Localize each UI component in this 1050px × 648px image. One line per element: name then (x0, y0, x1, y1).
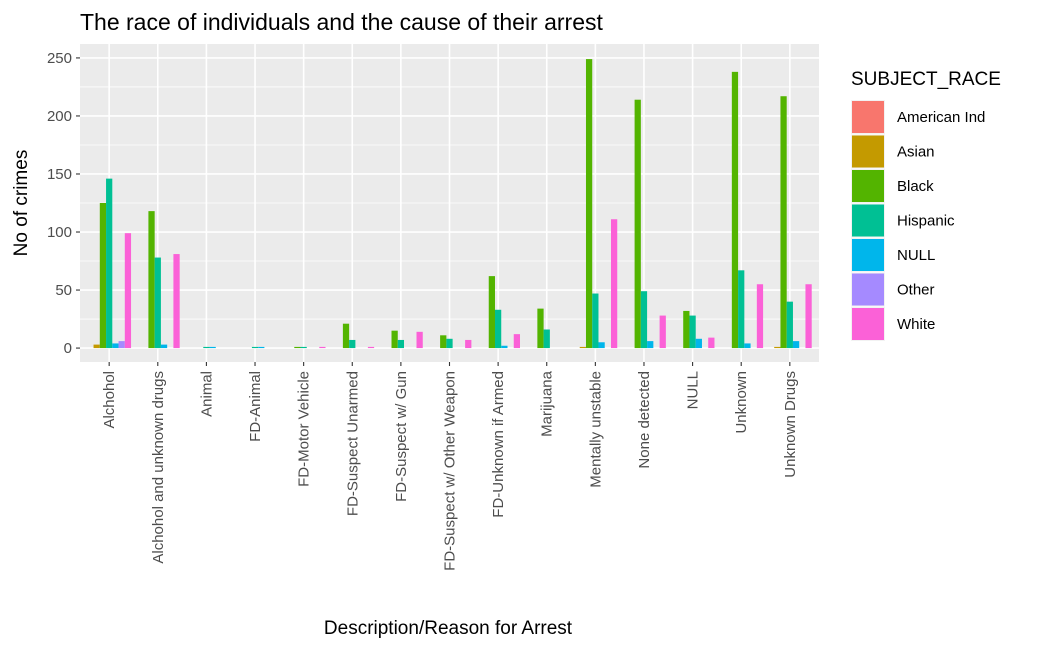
bar (579, 346, 586, 349)
x-tick-label: NULL (685, 371, 702, 409)
bar (416, 331, 423, 349)
bar (592, 293, 599, 349)
x-tick-label: Mentally unstable (587, 371, 604, 488)
bar (209, 346, 216, 349)
x-tick-label: FD-Suspect Unarmed (344, 371, 361, 516)
legend-swatch (852, 308, 884, 340)
bar (397, 339, 405, 349)
bar (160, 344, 168, 349)
bar (683, 310, 690, 349)
y-tick-label: 200 (47, 108, 72, 125)
legend-label: NULL (897, 247, 935, 264)
x-tick-label: Animal (198, 371, 215, 417)
bar (300, 346, 307, 349)
bar (780, 96, 787, 349)
legend-swatch (852, 101, 884, 133)
legend-swatch (852, 273, 884, 306)
bar (488, 276, 495, 349)
bar (585, 59, 593, 349)
bar (367, 346, 375, 349)
bar (99, 203, 107, 349)
legend-label: American Ind (897, 109, 985, 126)
bar (708, 337, 715, 349)
bar (349, 339, 356, 349)
bar (513, 334, 520, 349)
legend-swatch (852, 170, 884, 202)
bar (634, 99, 641, 349)
legend-swatch (852, 204, 884, 237)
bar (647, 341, 654, 349)
x-tick-label: FD-Suspect w/ Gun (393, 371, 410, 502)
bar (465, 339, 472, 349)
legend-label: Hispanic (897, 213, 955, 230)
bar (805, 284, 812, 349)
bar (640, 291, 648, 349)
bar (112, 343, 119, 349)
bars-layer (93, 59, 812, 349)
legend-label: Asian (897, 144, 935, 161)
x-tick-label: Alchohol (101, 371, 118, 429)
legend-label: Black (897, 178, 934, 195)
bar (446, 338, 453, 349)
bar (501, 345, 508, 349)
y-axis-title: No of crimes (11, 150, 32, 257)
legend-title: SUBJECT_RACE (851, 69, 1001, 90)
x-tick-label: Alchohol and unknown drugs (150, 371, 167, 564)
bar (118, 341, 125, 349)
bar (689, 315, 696, 349)
x-axis-title: Description/Reason for Arrest (324, 618, 573, 639)
x-tick-label: FD-Unknown if Armed (490, 371, 507, 518)
x-tick-label: Unknown (733, 371, 750, 434)
chart-title: The race of individuals and the cause of… (80, 9, 604, 35)
bar (738, 270, 745, 349)
y-tick-label: 250 (47, 50, 72, 67)
y-tick-label: 50 (55, 282, 72, 299)
bar (106, 178, 113, 349)
y-tick-label: 100 (47, 224, 72, 241)
legend-label: White (897, 316, 935, 333)
bar (173, 254, 180, 349)
bar (494, 309, 502, 349)
x-axis: Alchohol Alchohol and unknown drugs Animal… (101, 362, 799, 571)
grid-lines (80, 44, 819, 362)
x-tick-label: Unknown Drugs (782, 371, 799, 478)
bar (294, 346, 301, 349)
x-tick-label: FD-Motor Vehicle (296, 371, 313, 487)
legend-swatch (852, 135, 884, 168)
bar (792, 341, 800, 349)
bar (659, 315, 666, 349)
legend: SUBJECT_RACE American Ind Asian Black Hispa… (851, 69, 1001, 341)
bar (543, 329, 550, 349)
x-tick-label: FD-Suspect w/ Other Weapon (442, 371, 459, 571)
bar (391, 330, 398, 349)
bar (786, 301, 793, 349)
x-tick-label: FD-Animal (247, 371, 264, 442)
y-tick-label: 150 (47, 166, 72, 183)
y-tick-label: 0 (64, 340, 72, 357)
legend-swatch (852, 239, 884, 271)
x-tick-label: None detected (636, 371, 653, 469)
bar (319, 346, 326, 349)
x-tick-label: Marijuana (539, 370, 556, 437)
bar (610, 219, 618, 349)
bar (537, 308, 544, 349)
bar (93, 344, 100, 349)
bar (756, 284, 764, 349)
bar (251, 346, 259, 349)
bar (342, 323, 350, 349)
bar (124, 233, 132, 349)
bar (731, 71, 739, 349)
bar (744, 343, 751, 349)
bar (598, 342, 605, 349)
bar (154, 257, 161, 349)
bar (695, 338, 702, 349)
bar (148, 211, 155, 349)
bar (258, 346, 265, 349)
legend-label: Other (897, 282, 935, 299)
bar (774, 346, 781, 349)
y-axis: 0 50 100 150 200 250 (47, 50, 80, 357)
bar (203, 346, 210, 349)
bar (440, 335, 447, 349)
